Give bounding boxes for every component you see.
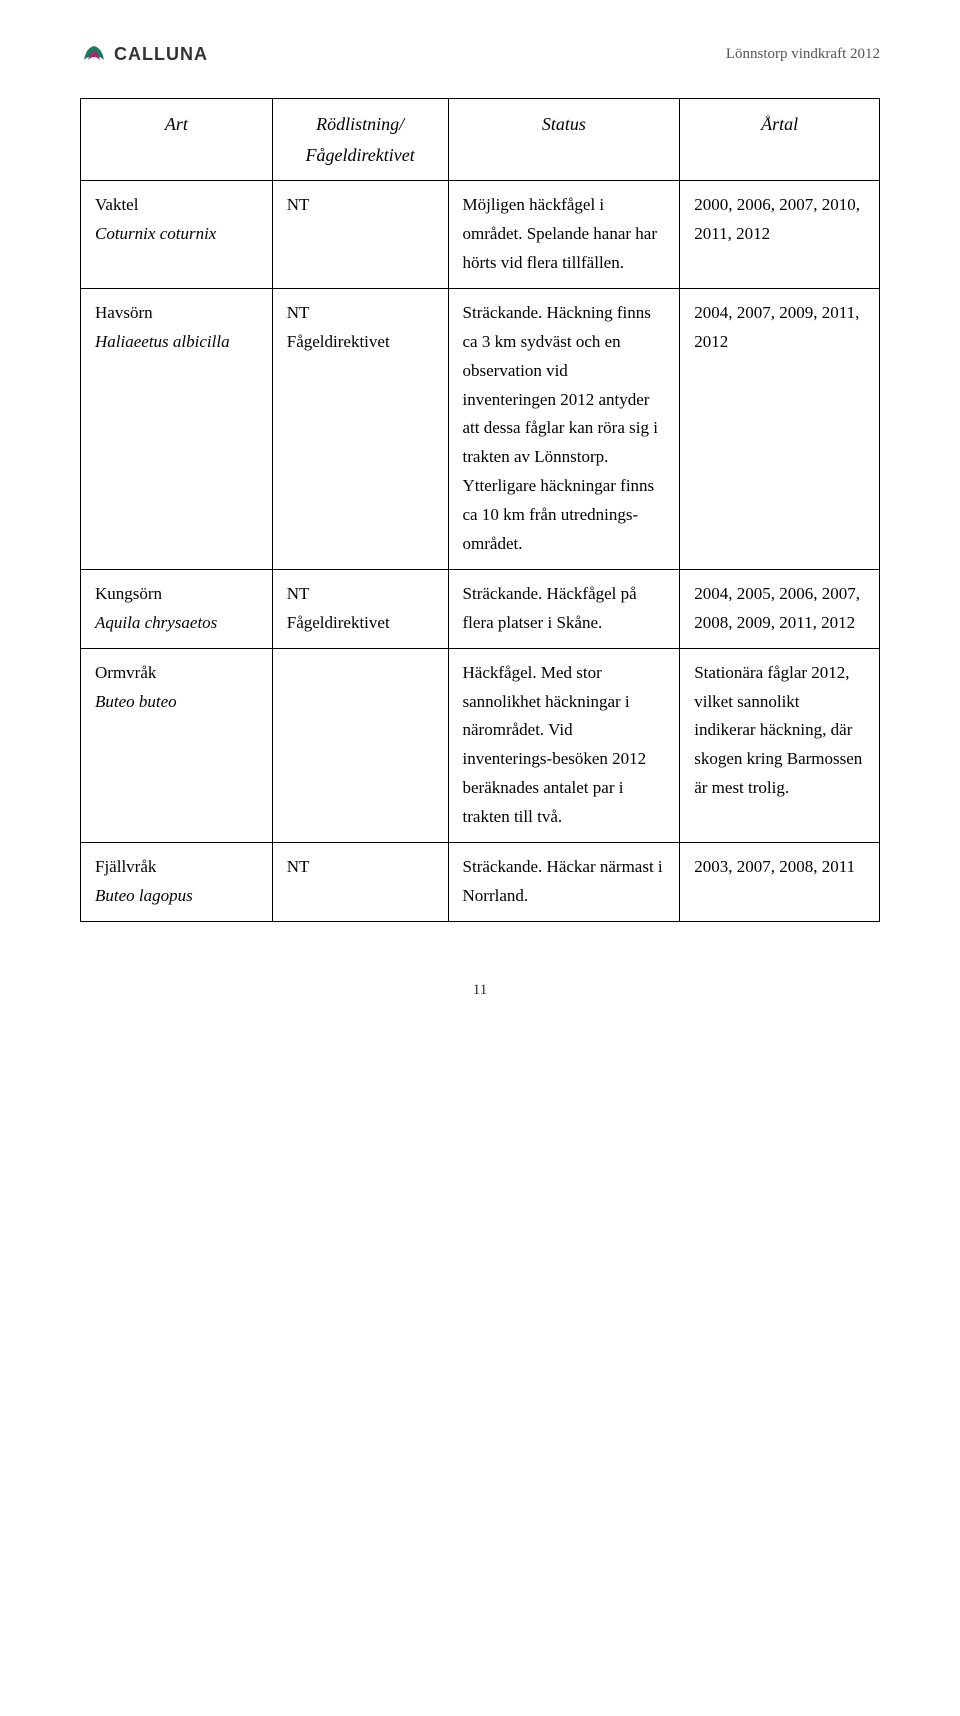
species-common-name: Fjällvråk (95, 853, 258, 882)
cell-years: Stationära fåglar 2012, vilket sannolikt… (680, 648, 880, 842)
table-header-row: Art Rödlistning/ Fågeldirektivet Status … (81, 99, 880, 181)
species-common-name: Havsörn (95, 299, 258, 328)
redlist-line: NT (287, 580, 434, 609)
cell-status: Sträckande. Häckfågel på flera platser i… (448, 569, 680, 648)
document-title: Lönnstorp vindkraft 2012 (726, 46, 880, 63)
calluna-logo-icon (80, 40, 108, 68)
cell-species: FjällvråkButeo lagopus (81, 843, 273, 922)
table-row: HavsörnHaliaeetus albicillaNTFågeldirekt… (81, 288, 880, 569)
col-header-art: Art (81, 99, 273, 181)
cell-status: Sträckande. Häckar närmast i Norrland. (448, 843, 680, 922)
cell-species: KungsörnAquila chrysaetos (81, 569, 273, 648)
cell-status: Möjligen häckfågel i området. Spelande h… (448, 181, 680, 289)
table-row: FjällvråkButeo lagopus NT Sträckande. Häck… (81, 843, 880, 922)
species-latin-name: Haliaeetus albicilla (95, 328, 258, 357)
cell-redlist: NTFågeldirektivet (272, 569, 448, 648)
cell-species: HavsörnHaliaeetus albicilla (81, 288, 273, 569)
redlist-line: Fågeldirektivet (287, 609, 434, 638)
species-latin-name: Coturnix coturnix (95, 220, 258, 249)
species-latin-name: Aquila chrysaetos (95, 609, 258, 638)
species-common-name: Ormvråk (95, 659, 258, 688)
cell-years: 2004, 2005, 2006, 2007, 2008, 2009, 2011… (680, 569, 880, 648)
cell-redlist: NT (272, 843, 448, 922)
page-container: CALLUNA Lönnstorp vindkraft 2012 Art Röd… (0, 0, 960, 1039)
redlist-line: NT (287, 299, 434, 328)
cell-species: OrmvråkButeo buteo (81, 648, 273, 842)
logo: CALLUNA (80, 40, 208, 68)
redlist-line: Fågeldirektivet (287, 328, 434, 357)
table-row: OrmvråkButeo buteo Häckfågel. Med stor sa… (81, 648, 880, 842)
logo-text: CALLUNA (114, 44, 208, 65)
col-header-redlist: Rödlistning/ Fågeldirektivet (272, 99, 448, 181)
cell-redlist (272, 648, 448, 842)
table-row: VaktelCoturnix coturnix NT Möjligen häckfå… (81, 181, 880, 289)
redlist-line: NT (287, 191, 434, 220)
cell-years: 2003, 2007, 2008, 2011 (680, 843, 880, 922)
cell-redlist: NTFågeldirektivet (272, 288, 448, 569)
cell-years: 2000, 2006, 2007, 2010, 2011, 2012 (680, 181, 880, 289)
cell-status: Sträckande. Häckning finns ca 3 km sydvä… (448, 288, 680, 569)
cell-redlist: NT (272, 181, 448, 289)
cell-years: 2004, 2007, 2009, 2011, 2012 (680, 288, 880, 569)
species-table: Art Rödlistning/ Fågeldirektivet Status … (80, 98, 880, 922)
redlist-line: NT (287, 853, 434, 882)
table-row: KungsörnAquila chrysaetosNTFågeldirektiv… (81, 569, 880, 648)
species-latin-name: Buteo buteo (95, 688, 258, 717)
cell-status: Häckfågel. Med stor sannolikhet häckning… (448, 648, 680, 842)
species-common-name: Vaktel (95, 191, 258, 220)
col-header-status: Status (448, 99, 680, 181)
page-header: CALLUNA Lönnstorp vindkraft 2012 (80, 40, 880, 68)
col-header-years: Årtal (680, 99, 880, 181)
cell-species: VaktelCoturnix coturnix (81, 181, 273, 289)
species-latin-name: Buteo lagopus (95, 882, 258, 911)
species-common-name: Kungsörn (95, 580, 258, 609)
page-number: 11 (80, 982, 880, 999)
table-body: VaktelCoturnix coturnix NT Möjligen häckfå… (81, 181, 880, 922)
